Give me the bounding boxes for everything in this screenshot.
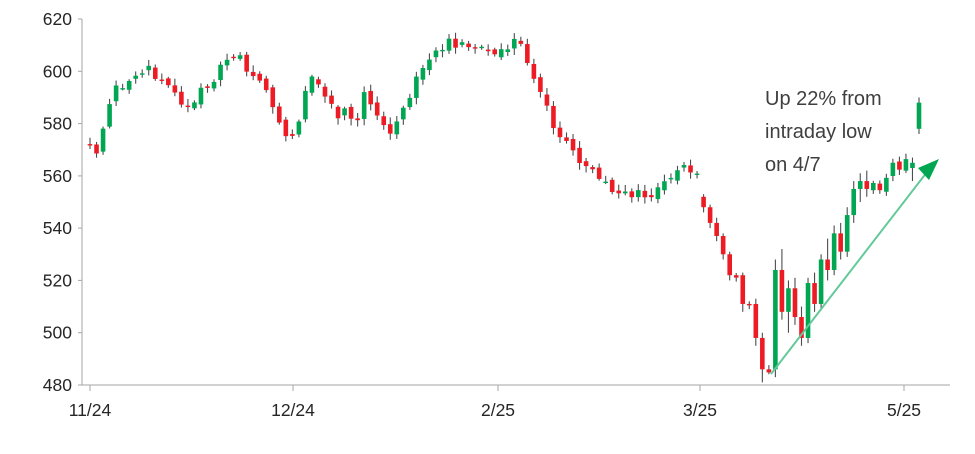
svg-text:intraday low: intraday low: [765, 121, 872, 143]
svg-text:Up 22% from: Up 22% from: [765, 88, 882, 110]
svg-text:500: 500: [43, 323, 72, 343]
svg-text:580: 580: [43, 114, 72, 134]
svg-text:620: 620: [43, 9, 72, 29]
svg-text:12/24: 12/24: [271, 400, 315, 420]
svg-text:480: 480: [43, 375, 72, 395]
svg-text:2/25: 2/25: [481, 400, 515, 420]
svg-text:on 4/7: on 4/7: [765, 154, 821, 176]
svg-text:540: 540: [43, 218, 72, 238]
svg-text:520: 520: [43, 270, 72, 290]
svg-text:11/24: 11/24: [69, 400, 112, 420]
svg-text:600: 600: [43, 61, 72, 81]
svg-text:5/25: 5/25: [887, 400, 921, 420]
svg-text:3/25: 3/25: [683, 400, 717, 420]
svg-text:560: 560: [43, 166, 72, 186]
